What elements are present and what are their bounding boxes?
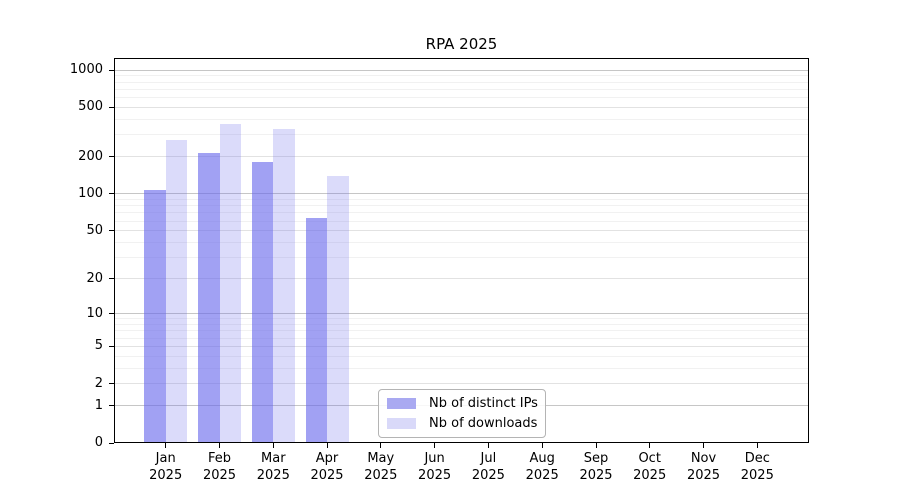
gridline: [114, 242, 809, 243]
x-axis-tickmark: [272, 443, 274, 448]
bar-feb-s1: [219, 123, 241, 443]
x-axis-tick-label: Oct 2025: [633, 451, 667, 483]
gridline: [114, 75, 809, 77]
y-axis-tickmark: [109, 442, 114, 444]
x-axis-tick-label: Feb 2025: [202, 451, 237, 483]
gridline: [114, 97, 809, 99]
gridline: [114, 193, 809, 195]
x-axis-tickmark: [703, 443, 704, 448]
y-axis-tick-label: 1000: [69, 62, 103, 77]
x-axis-tick-label: Jun 2025: [418, 451, 452, 483]
y-axis-tick-label: 10: [86, 305, 103, 321]
gridline: [114, 337, 809, 339]
x-axis-tickmark: [541, 443, 543, 448]
legend: Nb of distinct IPs Nb of downloads: [378, 389, 546, 438]
bar-jan-s0: [144, 190, 166, 443]
bar-feb-s0: [198, 152, 220, 443]
bar-apr-s0: [305, 217, 327, 443]
legend-label: Nb of downloads: [429, 416, 538, 431]
gridline: [114, 220, 809, 222]
x-axis-tickmark: [595, 443, 597, 448]
x-axis-tick-label: Apr 2025: [310, 451, 344, 483]
y-axis-tickmark: [109, 69, 114, 71]
legend-item: Nb of downloads: [387, 416, 537, 431]
legend-label: Nb of distinct IPs: [429, 396, 538, 411]
bar-apr-s1: [327, 175, 349, 443]
gridline: [114, 81, 809, 83]
gridline: [114, 278, 809, 280]
gridline: [114, 323, 809, 325]
gridline: [114, 367, 809, 369]
y-axis-tickmark: [109, 106, 114, 108]
x-axis-tickmark: [649, 443, 651, 448]
y-axis-tickmark: [109, 405, 114, 407]
y-axis-tick-label: 200: [78, 148, 103, 164]
gridline: [114, 199, 809, 200]
legend-swatch-downloads: [387, 418, 416, 429]
gridline: [114, 355, 809, 357]
plot-area: 0 1 2 5 10 20 50 100 200 500 1000 Jan 2025 Feb 2025 M…: [70, 58, 809, 483]
y-axis-tick-label: 5: [94, 338, 103, 354]
y-axis-tick-label: 100: [78, 185, 103, 201]
y-axis-tickmark: [109, 156, 114, 158]
y-axis-tick-label: 500: [78, 99, 103, 115]
gridline: [114, 69, 809, 71]
x-axis-tick-label: Sep 2025: [579, 451, 613, 483]
bar-mar-s0: [251, 162, 274, 443]
x-axis-tickmark: [165, 443, 167, 448]
x-axis-tick-label: Aug 2025: [525, 451, 559, 483]
x-axis-tickmark: [487, 443, 489, 448]
x-axis-tick-label: May 2025: [364, 451, 398, 483]
x-axis-tick-label: Nov 2025: [686, 451, 721, 483]
gridline: [114, 230, 809, 232]
gridline: [114, 88, 809, 90]
x-axis-tickmark: [434, 443, 436, 448]
y-axis-tick-label: 0: [94, 435, 103, 450]
x-axis-tick-label: Dec 2025: [740, 451, 774, 483]
y-axis-tickmark: [109, 193, 114, 195]
x-axis-tickmark: [380, 443, 382, 448]
x-axis-tick-label: Jan 2025: [149, 451, 183, 483]
gridline: [114, 345, 809, 347]
y-axis-tick-label: 2: [94, 375, 103, 391]
x-axis-tick-label: Mar 2025: [256, 451, 290, 483]
legend-item: Nb of distinct IPs: [387, 396, 538, 411]
gridline: [114, 313, 809, 315]
y-axis-tickmark: [109, 313, 114, 315]
gridline: [114, 212, 809, 214]
x-axis-tickmark: [219, 443, 220, 448]
y-axis-tick-label: 20: [86, 270, 103, 286]
y-axis-tickmark: [109, 230, 114, 232]
y-axis-tickmark: [109, 383, 114, 385]
bar-jan-s1: [165, 140, 188, 443]
gridline: [114, 330, 809, 332]
x-axis-tickmark: [326, 443, 328, 448]
gridline: [114, 318, 809, 320]
gridline: [114, 205, 809, 207]
gridline: [114, 156, 809, 158]
gridline: [114, 106, 809, 108]
gridline: [114, 134, 809, 136]
gridline: [114, 257, 809, 259]
x-axis-tick-label: Jul 2025: [471, 451, 505, 483]
legend-swatch-distinct-ips: [387, 398, 416, 409]
y-axis-tickmark: [109, 278, 114, 280]
chart-title: RPA 2025: [425, 35, 498, 53]
gridline: [114, 118, 809, 120]
y-axis-tickmark: [109, 345, 114, 347]
y-axis-tick-label: 50: [86, 222, 103, 238]
bar-mar-s1: [273, 128, 295, 443]
y-axis-tick-label: 1: [94, 397, 103, 413]
gridline: [114, 383, 809, 385]
x-axis-tickmark: [756, 443, 758, 448]
